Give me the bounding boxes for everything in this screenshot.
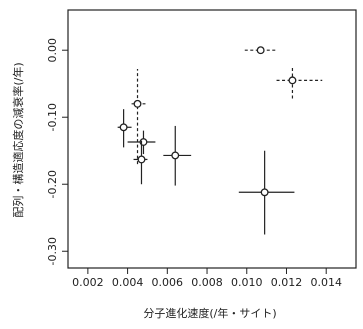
plot-frame (67, 9, 357, 269)
y-tick-label: 0.00 (46, 38, 59, 63)
x-tick-label: 0.012 (271, 276, 303, 289)
x-axis-title: 分子進化速度(/年・サイト) (143, 306, 276, 320)
data-point (276, 66, 323, 99)
point-marker (133, 99, 142, 108)
data-point (117, 109, 132, 148)
x-tick-label: 0.010 (231, 276, 263, 289)
data-points (117, 46, 323, 235)
y-axis-title: 配列・構造適応度の減衰率(/年) (11, 62, 25, 217)
data-point (133, 140, 148, 185)
point-marker (256, 46, 265, 55)
point-marker (171, 151, 180, 160)
x-tick-label: 0.006 (152, 276, 184, 289)
x-tick-label: 0.008 (191, 276, 223, 289)
point-marker (288, 76, 297, 85)
x-tick-label: 0.014 (310, 276, 342, 289)
y-tick-label: -0.20 (46, 170, 59, 198)
y-axis-ticks: 0.00 -0.10 -0.20 -0.30 (46, 38, 68, 265)
y-tick-label: -0.10 (46, 103, 59, 131)
x-tick-label: 0.002 (72, 276, 104, 289)
data-point (238, 150, 295, 235)
data-point (131, 68, 146, 165)
point-marker (119, 123, 128, 132)
plot-border (67, 9, 357, 269)
data-point (163, 125, 192, 186)
x-tick-label: 0.004 (112, 276, 144, 289)
point-marker (137, 155, 146, 164)
y-tick-label: -0.30 (46, 237, 59, 265)
x-axis-ticks: 0.002 0.004 0.006 0.008 0.010 0.012 0.014 (72, 268, 342, 289)
point-marker (260, 188, 269, 197)
data-point (244, 46, 277, 55)
